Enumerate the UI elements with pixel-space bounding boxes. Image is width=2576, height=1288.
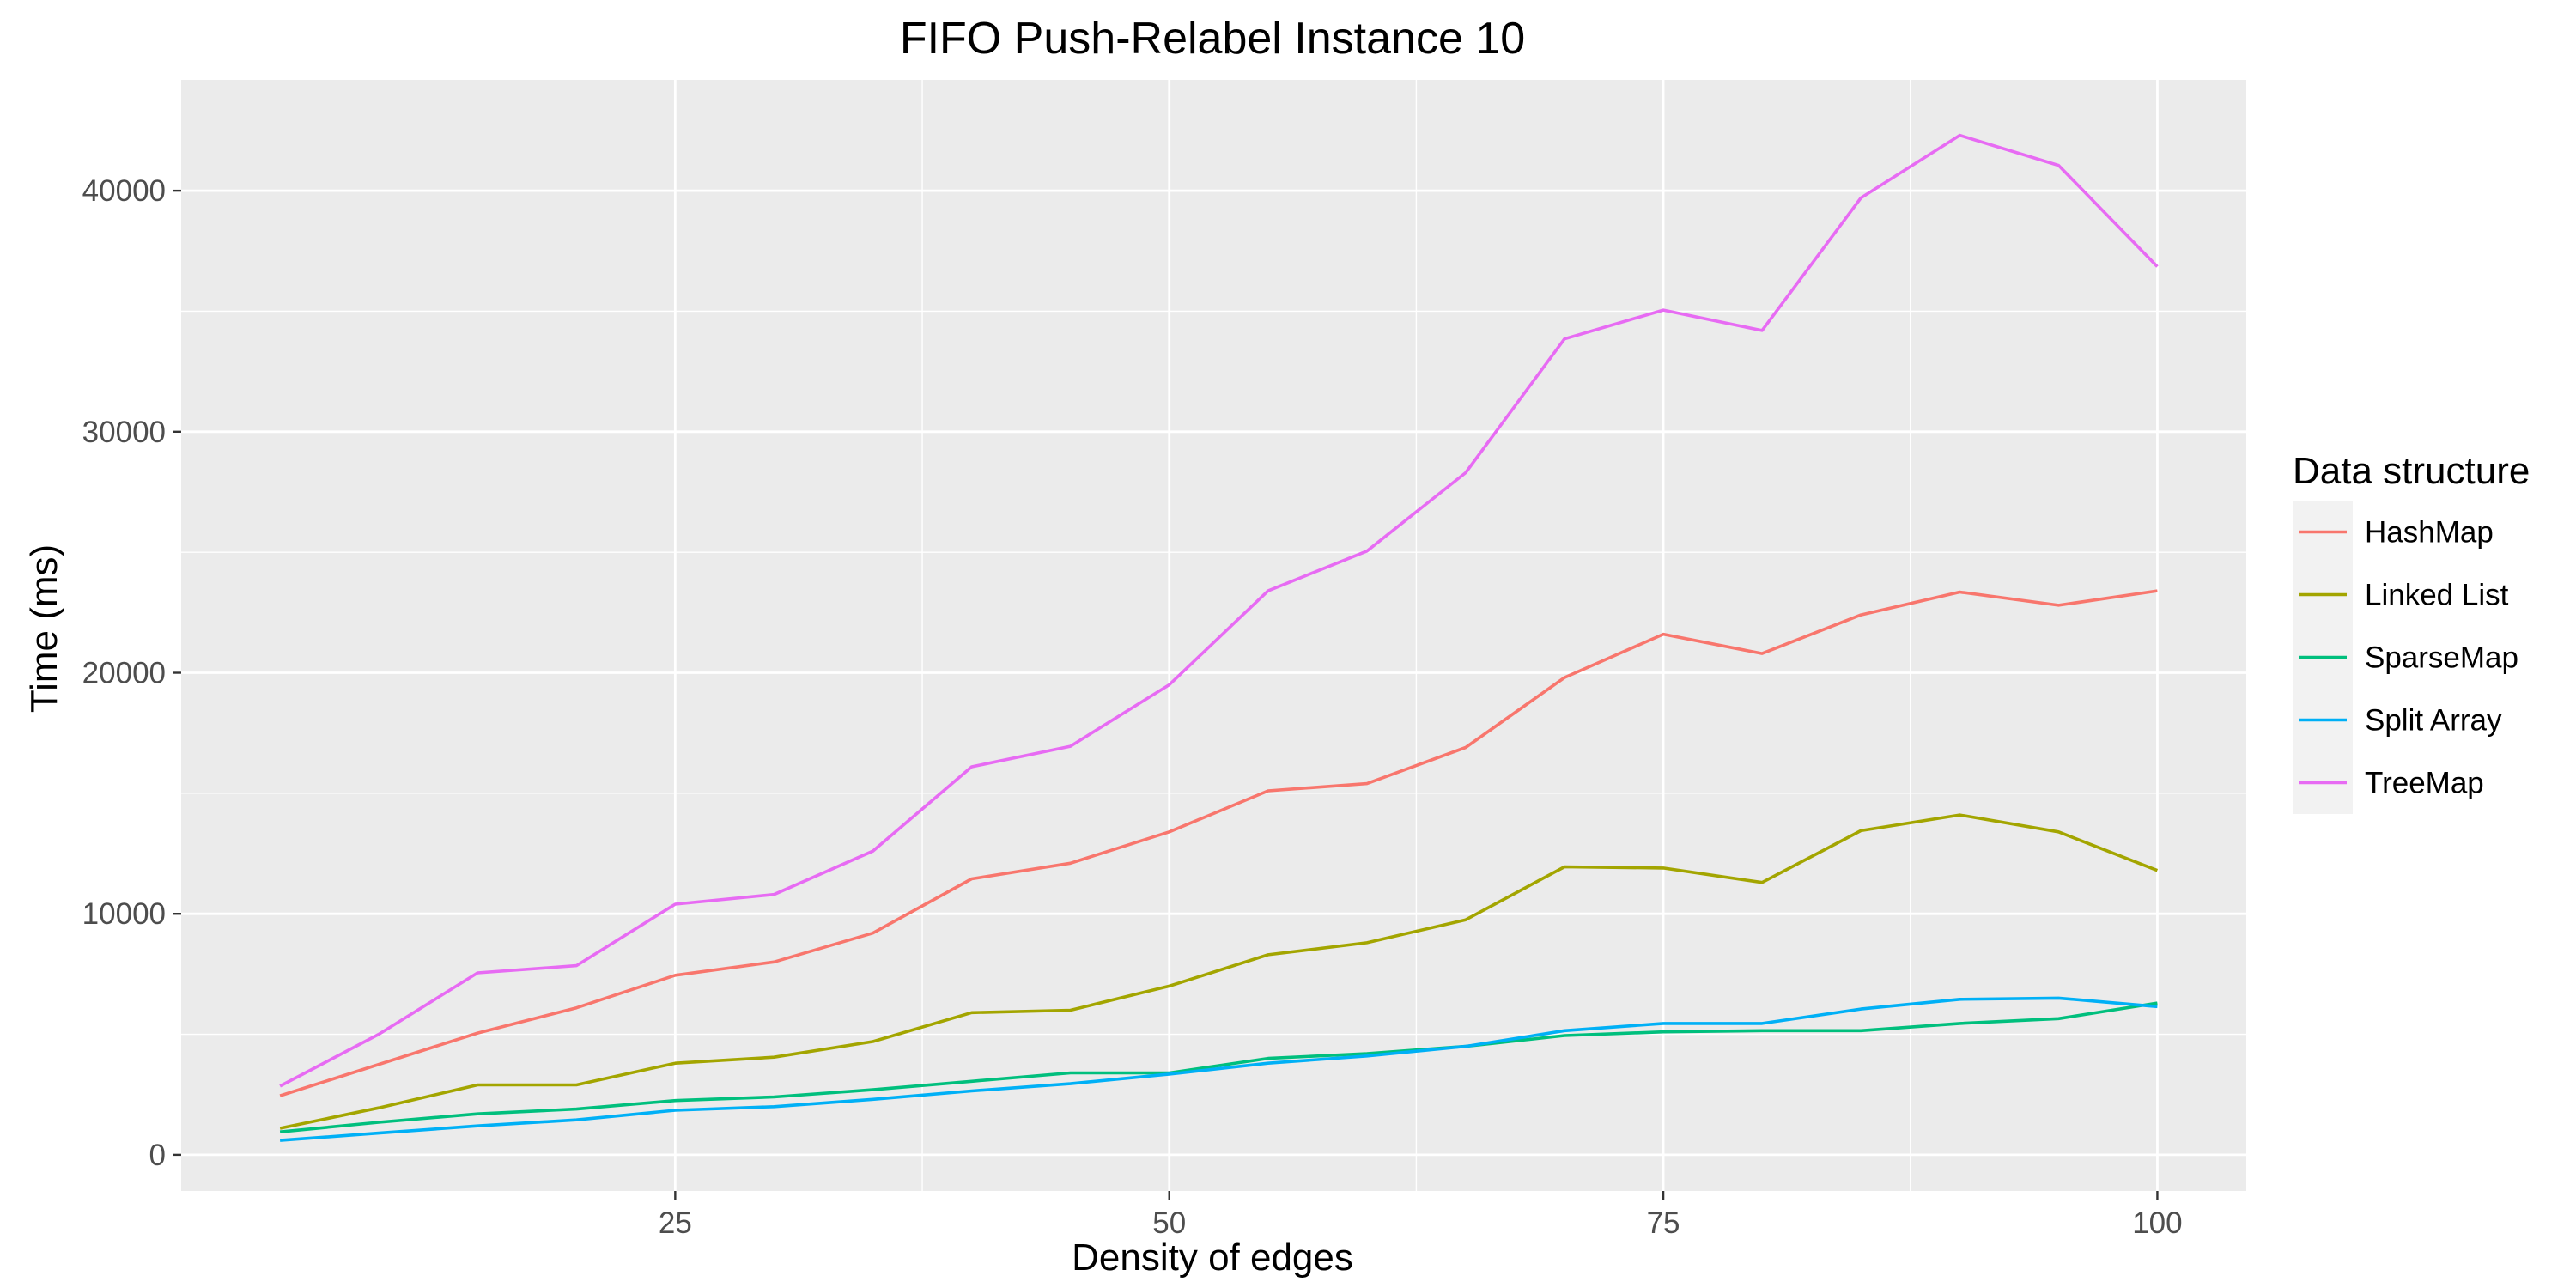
chart-title: FIFO Push-Relabel Instance 10 [900, 14, 1525, 64]
legend-label: TreeMap [2365, 767, 2484, 800]
x-tick-label: 100 [2132, 1206, 2182, 1240]
x-tick-label: 50 [1152, 1206, 1186, 1240]
legend-items: HashMap Linked List SparseMap Split Array Tr… [2293, 501, 2518, 814]
x-axis-ticks: 25 50 75 100 [659, 1191, 2183, 1240]
legend-label: Linked List [2365, 579, 2509, 612]
y-tick-label: 40000 [82, 174, 166, 208]
series-line-hashmap [279, 589, 2158, 1097]
series-line-treemap [279, 133, 2159, 1088]
series-line-split-array [279, 996, 2158, 1142]
y-tick-label: 10000 [82, 897, 166, 931]
legend-label: Split Array [2365, 704, 2502, 738]
y-tick-label: 20000 [82, 657, 166, 690]
x-tick-label: 25 [659, 1206, 692, 1240]
legend: Data structure HashMap Linked List SparseM… [2293, 450, 2530, 814]
y-tick-label: 30000 [82, 416, 166, 449]
series-line-linked-list [279, 813, 2159, 1130]
legend-label: SparseMap [2365, 641, 2518, 675]
y-axis-title: Time (ms) [23, 544, 65, 713]
legend-label: HashMap [2365, 516, 2494, 550]
series-line-sparsemap [279, 1001, 2158, 1133]
y-tick-label: 0 [149, 1139, 166, 1172]
legend-title: Data structure [2293, 450, 2530, 492]
x-tick-label: 75 [1647, 1206, 1680, 1240]
y-axis-ticks: 0 10000 20000 30000 40000 [82, 174, 181, 1172]
plot-area [181, 80, 2246, 1191]
x-axis-title: Density of edges [1072, 1236, 1353, 1279]
